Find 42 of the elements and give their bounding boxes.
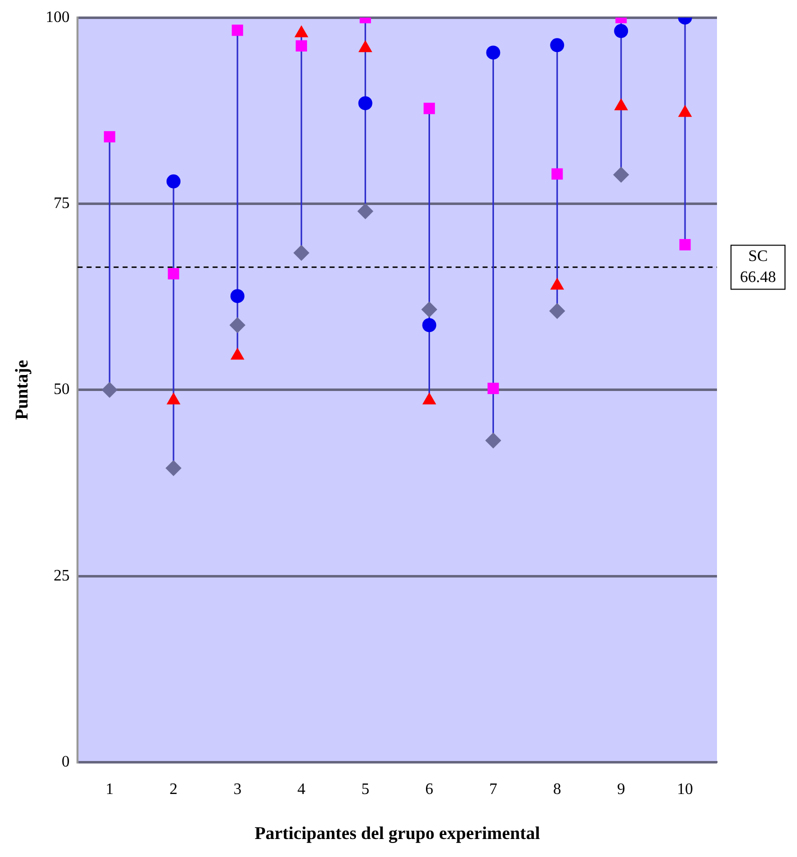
point — [421, 301, 438, 318]
point — [166, 460, 182, 476]
point — [232, 24, 244, 36]
x-tick-label: 10 — [677, 781, 694, 798]
point — [358, 96, 372, 110]
y-tick-label: 0 — [62, 753, 70, 770]
x-axis-title: Participantes del grupo experimental — [254, 822, 540, 843]
point — [613, 166, 630, 183]
x-tick-label: 6 — [425, 781, 434, 798]
x-tick-label: 4 — [297, 781, 306, 798]
point — [485, 432, 502, 449]
x-tick-label: 9 — [617, 781, 626, 798]
point — [549, 302, 566, 319]
point — [230, 289, 244, 304]
point — [357, 203, 374, 220]
point — [424, 102, 435, 114]
x-tick-label: 3 — [233, 781, 242, 798]
y-tick-label: 100 — [46, 8, 70, 26]
point — [488, 382, 499, 394]
x-tick-label: 1 — [106, 781, 114, 798]
point — [679, 239, 691, 250]
y-tick-label: 75 — [54, 194, 70, 212]
point — [614, 24, 628, 38]
point — [166, 174, 181, 188]
x-tick-label: 2 — [170, 781, 178, 798]
point — [104, 131, 116, 142]
x-tick-label: 5 — [361, 781, 370, 798]
point — [486, 46, 500, 60]
y-tick-label: 25 — [54, 567, 70, 584]
y-axis-title: Puntaje — [11, 360, 32, 420]
x-tick-label: 8 — [553, 781, 562, 798]
point — [229, 317, 246, 334]
y-tick-label: 50 — [54, 381, 70, 398]
point — [422, 318, 436, 332]
point — [551, 168, 563, 180]
point — [550, 38, 564, 52]
x-tick-label: 7 — [489, 781, 498, 798]
point — [293, 244, 310, 261]
point — [296, 40, 308, 52]
point — [102, 382, 118, 398]
ref-line-label: SC 66.48 — [740, 248, 776, 286]
point — [168, 268, 180, 280]
